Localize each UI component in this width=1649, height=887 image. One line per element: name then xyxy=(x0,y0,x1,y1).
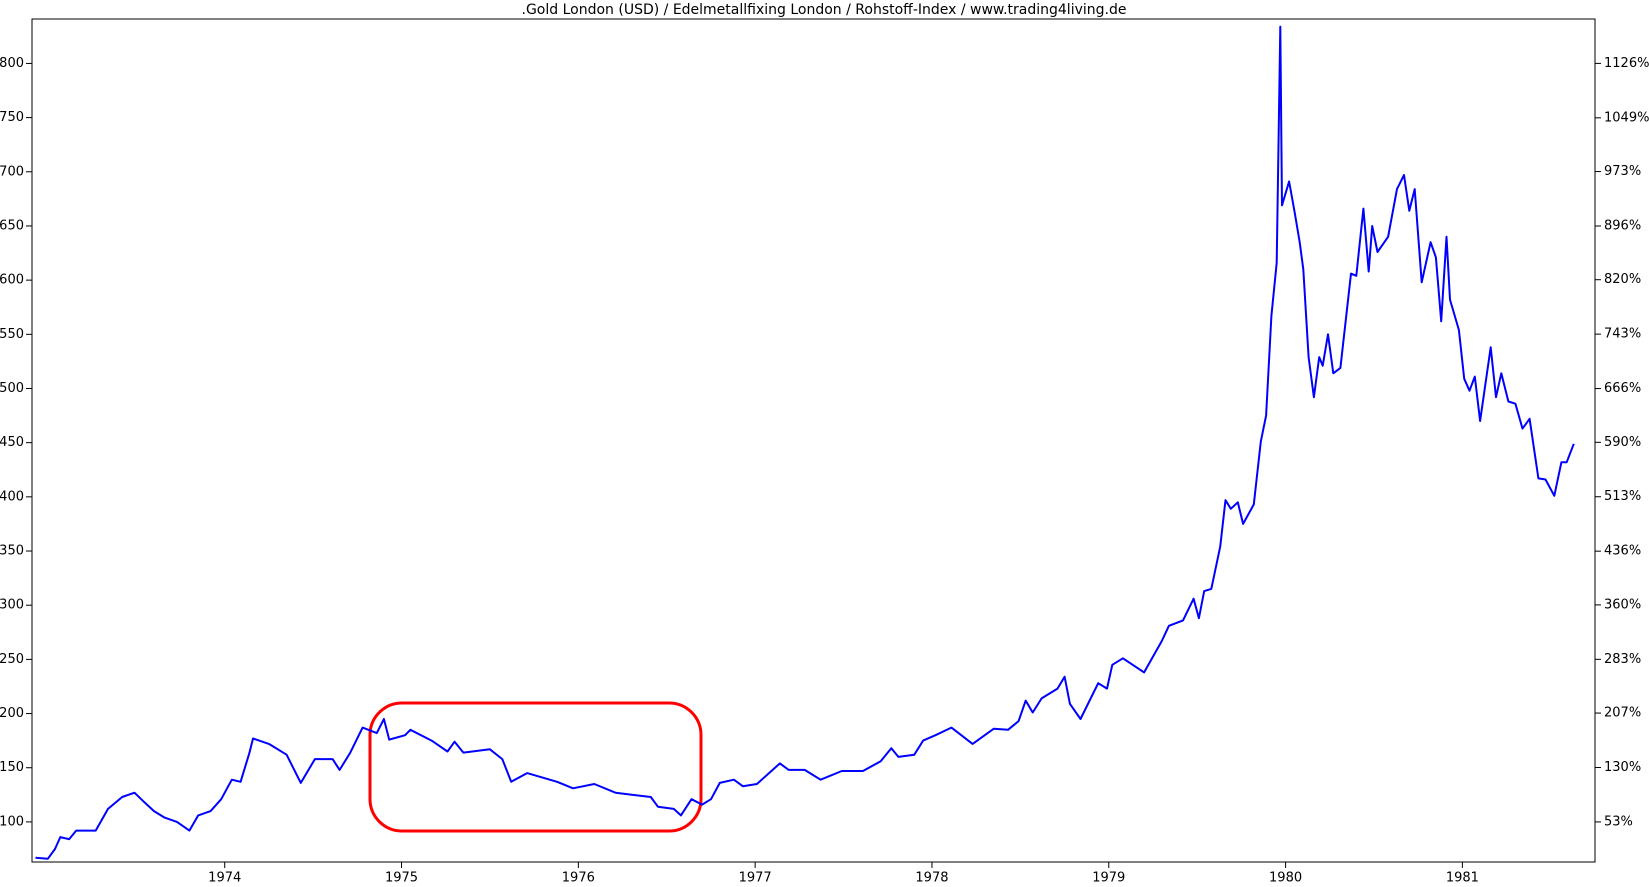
y-tick-label: 800 xyxy=(0,56,24,71)
y-tick-label: 150 xyxy=(0,760,24,775)
y-tick-label: 100 xyxy=(0,814,24,829)
y2-tick-label: 207% xyxy=(1604,706,1641,721)
y-tick-label: 550 xyxy=(0,327,24,342)
y-tick-label: 400 xyxy=(0,489,24,504)
x-tick-label: 1979 xyxy=(1092,871,1125,886)
y-tick-label: 600 xyxy=(0,273,24,288)
y2-tick-label: 360% xyxy=(1604,597,1641,612)
chart-title: .Gold London (USD) / Edelmetallfixing Lo… xyxy=(522,2,1127,18)
y-tick-label: 650 xyxy=(0,218,24,233)
y2-tick-label: 1049% xyxy=(1604,110,1649,125)
y2-tick-label: 513% xyxy=(1604,489,1641,504)
highlight-box xyxy=(368,701,703,833)
y2-tick-label: 283% xyxy=(1604,652,1641,667)
x-tick-label: 1976 xyxy=(562,871,595,886)
y-tick-label: 750 xyxy=(0,110,24,125)
price-line xyxy=(35,25,1575,860)
y-tick-label: 300 xyxy=(0,598,24,613)
y2-tick-label: 436% xyxy=(1604,544,1641,559)
y2-tick-label: 973% xyxy=(1604,164,1641,179)
x-tick-label: 1975 xyxy=(385,871,418,886)
y2-tick-label: 130% xyxy=(1604,760,1641,775)
x-tick-label: 1978 xyxy=(915,871,948,886)
x-tick-label: 1980 xyxy=(1269,871,1302,886)
x-tick-label: 1974 xyxy=(208,871,241,886)
y-tick-label: 250 xyxy=(0,652,24,667)
y2-tick-label: 896% xyxy=(1604,218,1641,233)
y-tick-label: 700 xyxy=(0,164,24,179)
y2-tick-label: 1126% xyxy=(1604,56,1649,71)
x-tick-label: 1977 xyxy=(739,871,772,886)
y-tick-label: 500 xyxy=(0,381,24,396)
y-tick-label: 200 xyxy=(0,706,24,721)
x-tick-label: 1981 xyxy=(1446,871,1479,886)
y2-tick-label: 666% xyxy=(1604,381,1641,396)
y2-tick-label: 820% xyxy=(1604,272,1641,287)
y2-tick-label: 53% xyxy=(1604,814,1633,829)
y-tick-label: 350 xyxy=(0,544,24,559)
y2-tick-label: 743% xyxy=(1604,327,1641,342)
plot-frame xyxy=(31,18,1596,863)
y2-tick-label: 590% xyxy=(1604,435,1641,450)
y-tick-label: 450 xyxy=(0,435,24,450)
